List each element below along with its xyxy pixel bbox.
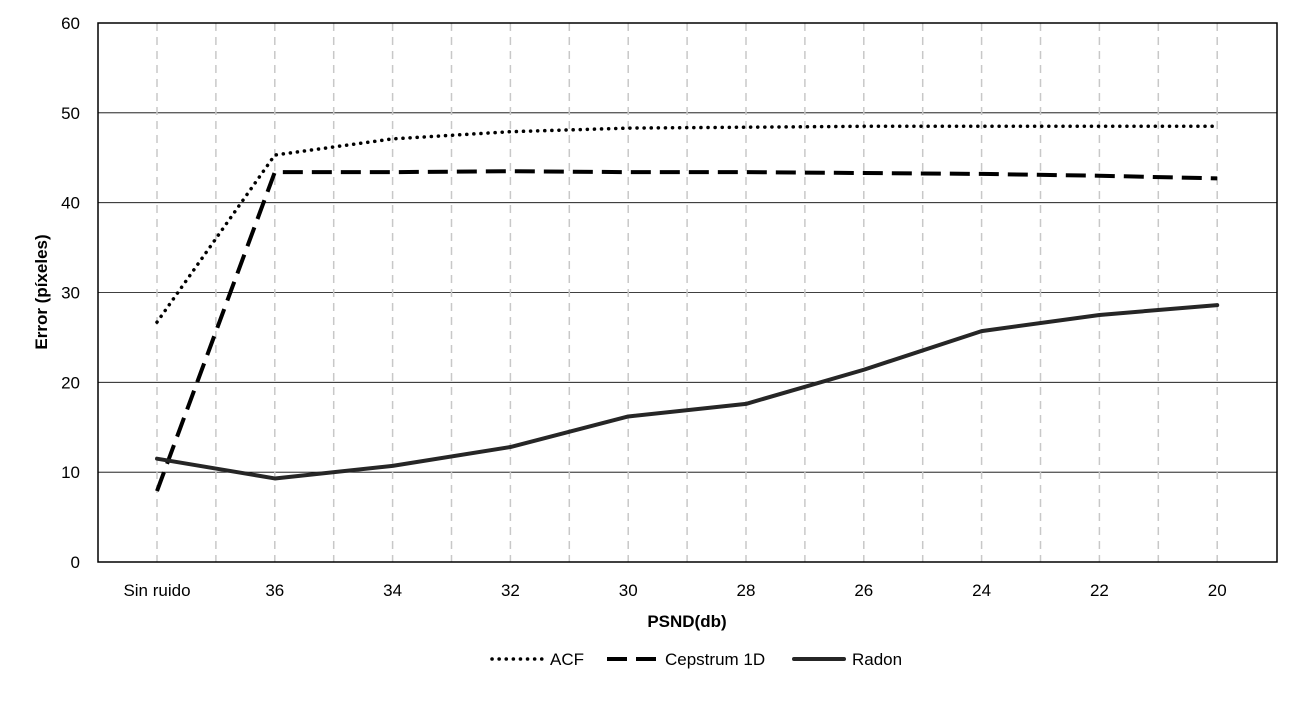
grid (98, 23, 1277, 562)
legend-label-cepstrum-1d: Cepstrum 1D (665, 650, 765, 669)
x-tick-label: 36 (265, 581, 284, 600)
y-tick-label: 20 (61, 373, 80, 392)
x-tick-label: 26 (854, 581, 873, 600)
y-tick-label: 60 (61, 14, 80, 33)
y-tick-label: 0 (71, 553, 80, 572)
x-axis-ticks: Sin ruido 36 34 32 30 28 26 24 22 20 (123, 581, 1226, 600)
plot-area-frame (97, 22, 1278, 563)
x-tick-label: 30 (619, 581, 638, 600)
x-tick-label: 32 (501, 581, 520, 600)
x-tick-label: 20 (1208, 581, 1227, 600)
series-line-acf (155, 124, 1219, 324)
x-tick-label: 22 (1090, 581, 1109, 600)
x-tick-label: 28 (737, 581, 756, 600)
legend: ACF Cepstrum 1D Radon (490, 650, 902, 669)
series-line-radon (155, 303, 1220, 481)
y-tick-label: 30 (61, 284, 80, 303)
x-tick-label: 24 (972, 581, 991, 600)
series-lines (155, 124, 1220, 492)
legend-label-radon: Radon (852, 650, 902, 669)
series-line-cepstrum-1d (155, 169, 1218, 492)
y-tick-label: 40 (61, 194, 80, 213)
x-tick-label: 34 (383, 581, 402, 600)
legend-label-acf: ACF (550, 650, 584, 669)
x-tick-label: Sin ruido (123, 581, 190, 600)
y-axis-ticks: 0 10 20 30 40 50 60 (61, 14, 80, 572)
y-axis-title: Error (píxeles) (32, 234, 51, 349)
y-tick-label: 10 (61, 463, 80, 482)
x-axis-title: PSND(db) (647, 612, 726, 631)
y-tick-label: 50 (61, 104, 80, 123)
